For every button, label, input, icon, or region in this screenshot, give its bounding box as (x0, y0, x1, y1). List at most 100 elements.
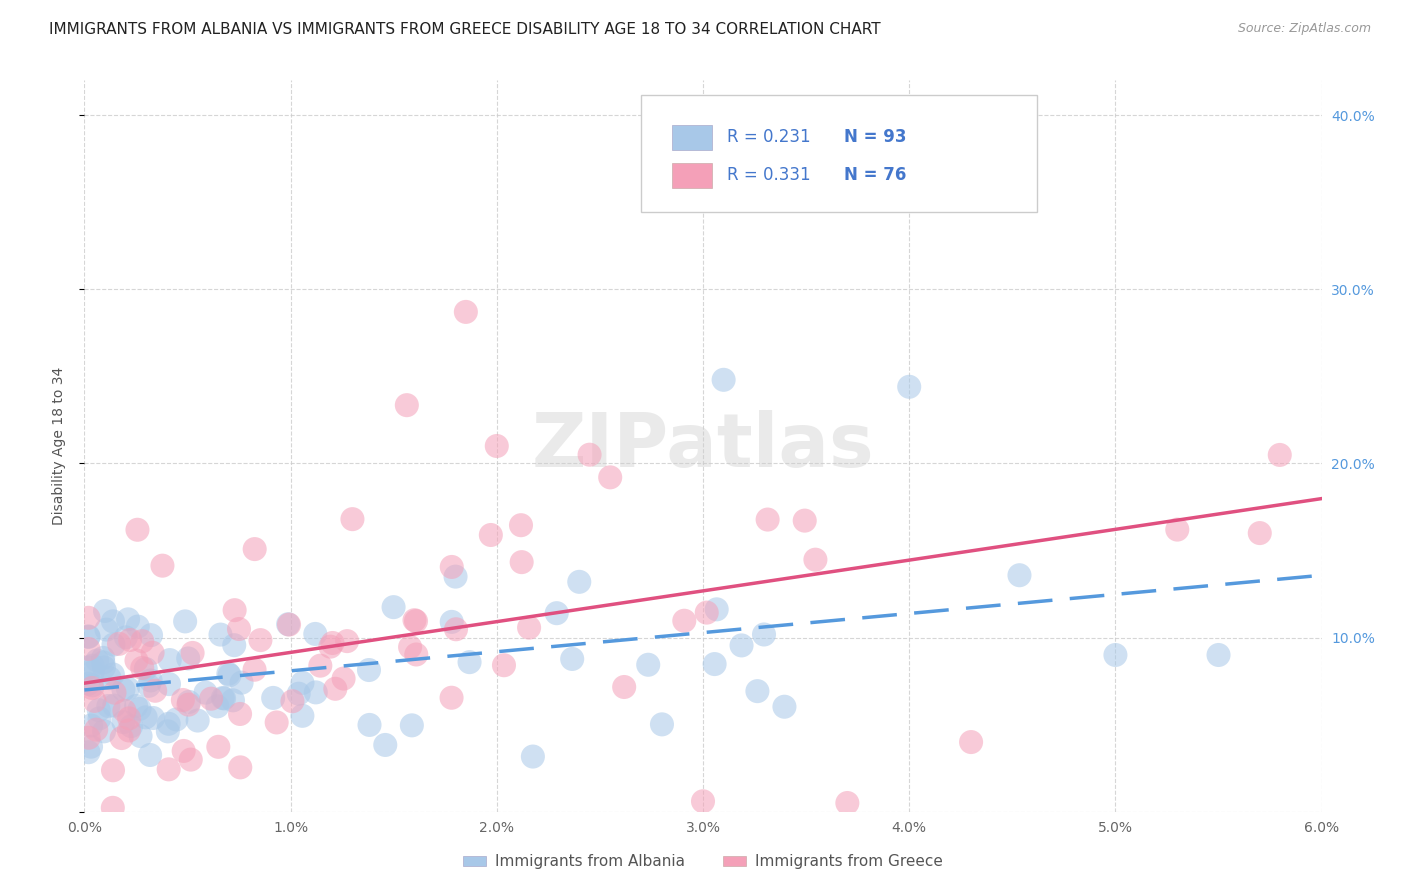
Point (405, 614, 427, 628)
Point (517, 621, 540, 635)
Point (77, 630, 100, 644)
Point (98, 671, 121, 685)
Point (613, 680, 636, 694)
Point (323, 681, 346, 696)
Point (651, 717, 673, 731)
Point (578, 448, 600, 462)
Point (131, 661, 153, 675)
Point (332, 672, 354, 686)
Point (86, 653, 108, 667)
Point (77, 660, 100, 674)
Point (399, 640, 422, 654)
Point (142, 711, 165, 725)
Text: R = 0.331: R = 0.331 (727, 167, 810, 185)
Point (713, 373, 735, 387)
Point (262, 690, 284, 705)
Point (278, 617, 301, 632)
Point (756, 512, 779, 526)
Point (211, 690, 233, 705)
Point (142, 646, 165, 660)
Point (127, 523, 149, 537)
Point (510, 518, 533, 533)
Point (157, 762, 180, 776)
Point (243, 663, 266, 677)
Point (118, 711, 141, 725)
Point (77, 731, 100, 745)
Point (117, 681, 139, 696)
Point (773, 699, 796, 714)
Point (404, 613, 426, 627)
Point (94, 604, 117, 618)
Text: N = 93: N = 93 (844, 128, 907, 146)
Point (1268, 448, 1291, 462)
Point (96, 623, 118, 637)
Point (103, 698, 125, 713)
FancyBboxPatch shape (672, 162, 711, 188)
Point (322, 636, 344, 650)
Point (229, 760, 252, 774)
Point (101, 615, 124, 629)
Point (342, 512, 364, 526)
Point (159, 653, 181, 667)
Point (706, 602, 728, 616)
Point (357, 663, 380, 677)
Point (115, 630, 138, 644)
Point (224, 638, 246, 652)
Point (93, 724, 115, 739)
Point (114, 704, 136, 718)
Point (117, 612, 139, 626)
Point (118, 723, 141, 738)
Point (152, 558, 174, 573)
Text: IMMIGRANTS FROM ALBANIA VS IMMIGRANTS FROM GREECE DISABILITY AGE 18 TO 34 CORREL: IMMIGRANTS FROM ALBANIA VS IMMIGRANTS FR… (49, 22, 880, 37)
Y-axis label: Disability Age 18 to 34: Disability Age 18 to 34 (52, 367, 66, 525)
Point (80, 739, 103, 754)
Point (395, 398, 418, 412)
Point (319, 640, 342, 654)
Point (112, 715, 135, 730)
Point (696, 606, 718, 620)
Point (336, 634, 359, 648)
Point (510, 555, 533, 569)
FancyBboxPatch shape (672, 125, 711, 150)
Point (374, 738, 396, 752)
Point (793, 514, 815, 528)
Point (960, 735, 983, 749)
FancyBboxPatch shape (641, 95, 1038, 212)
Point (561, 652, 583, 666)
Point (747, 684, 769, 698)
Point (77, 641, 100, 656)
Point (479, 528, 502, 542)
Point (752, 627, 775, 641)
Point (77, 611, 100, 625)
Point (200, 691, 222, 706)
Point (568, 574, 591, 589)
Text: ZIPatlas: ZIPatlas (531, 409, 875, 483)
Point (243, 542, 266, 557)
Point (1249, 526, 1271, 541)
Point (224, 603, 246, 617)
Point (440, 560, 463, 574)
Point (97, 698, 120, 713)
Point (93, 660, 115, 674)
Point (135, 710, 157, 724)
Point (304, 627, 326, 641)
Point (218, 668, 240, 682)
Point (1166, 523, 1188, 537)
Point (82, 658, 104, 673)
Point (444, 569, 467, 583)
Point (131, 634, 153, 648)
Point (112, 682, 135, 697)
Point (143, 683, 166, 698)
Point (139, 628, 162, 642)
Point (108, 637, 131, 651)
Point (101, 667, 124, 681)
Point (207, 699, 229, 714)
Point (127, 619, 149, 633)
Point (458, 655, 481, 669)
Point (231, 675, 253, 690)
Point (444, 622, 467, 636)
Point (804, 552, 827, 566)
Point (703, 657, 725, 671)
Point (187, 714, 209, 728)
Point (599, 470, 621, 484)
